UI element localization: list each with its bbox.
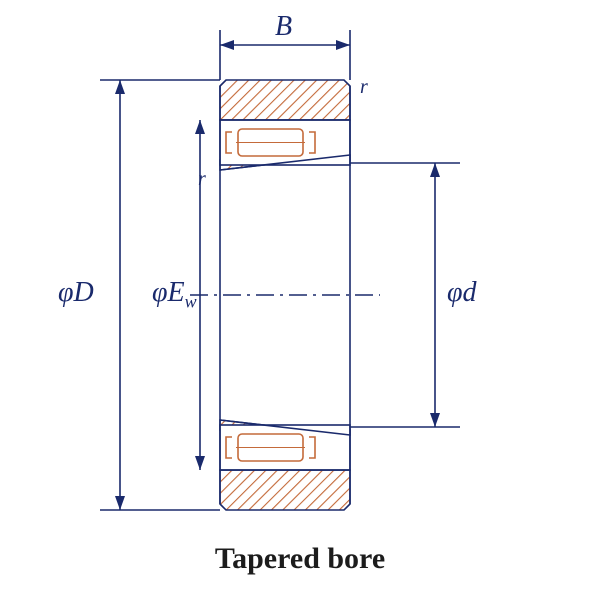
diagram-root: B r r φD φEw φd Tapered bore (0, 0, 600, 600)
dim-label-r-inner: r (198, 168, 206, 191)
dim-label-r-top: r (360, 76, 368, 99)
dim-label-phiEw-sub: w (185, 292, 197, 312)
dim-label-phiD: φD (58, 277, 94, 309)
dim-label-phiEw-main: φE (152, 277, 185, 308)
caption: Tapered bore (0, 542, 600, 576)
dim-label-phid: φd (447, 277, 477, 309)
dim-label-phiEw: φEw (152, 277, 197, 313)
dim-label-B: B (275, 11, 292, 43)
